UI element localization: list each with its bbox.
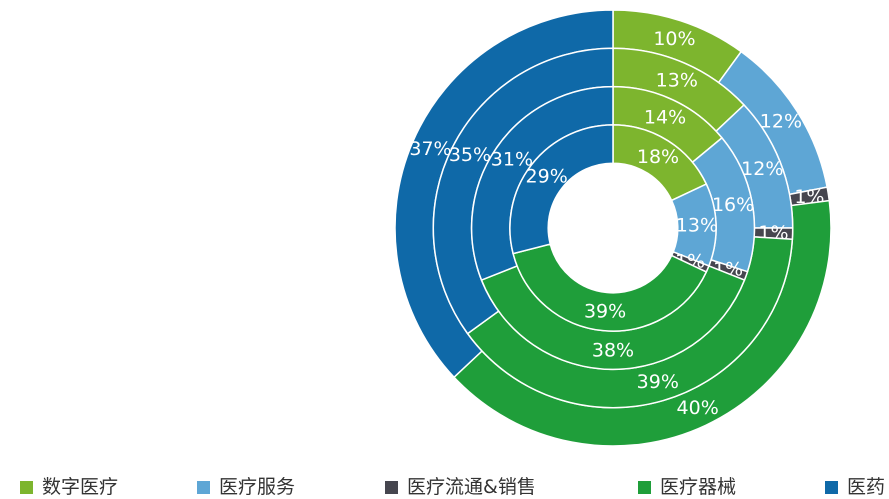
legend-label: 医疗器械 (660, 476, 736, 498)
legend-swatch (825, 481, 838, 494)
segment-label: 37% (409, 138, 451, 160)
legend-swatch (197, 481, 210, 494)
segment-label: 18% (637, 146, 679, 168)
segment-label: 29% (526, 166, 568, 188)
segment-label: 12% (741, 158, 783, 180)
segment-label: 31% (491, 148, 533, 170)
legend-label: 医疗流通&销售 (407, 476, 536, 498)
donut-segment (509, 124, 614, 255)
segment-label: 39% (584, 301, 626, 323)
segment-label: 16% (712, 194, 754, 216)
donut-segment (512, 243, 708, 332)
legend-swatch (385, 481, 398, 494)
legend-label: 医疗服务 (219, 476, 295, 498)
legend-label: 数字医疗 (42, 476, 118, 498)
segment-label: 14% (644, 106, 686, 128)
segment-label: 39% (637, 371, 679, 393)
segment-label: 35% (449, 144, 491, 166)
segment-label: 13% (656, 70, 698, 92)
segment-label: 40% (677, 397, 719, 419)
segment-label: 38% (592, 339, 634, 361)
legend-label: 医药 (847, 476, 885, 498)
segment-label: 10% (653, 28, 695, 50)
segment-label: 13% (676, 214, 718, 236)
segment-label: 12% (760, 110, 802, 132)
legend-swatch (638, 481, 651, 494)
legend-swatch (20, 481, 33, 494)
